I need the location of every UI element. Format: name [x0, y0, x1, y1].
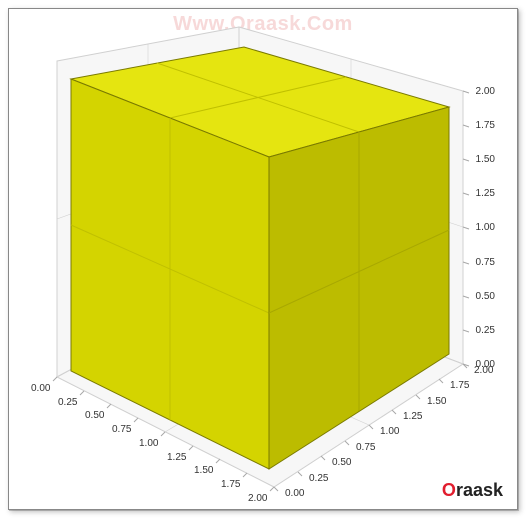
x-tick-6: 1.50 [194, 465, 213, 476]
x-tick-8: 2.00 [248, 493, 267, 504]
z-tick-7: 1.75 [476, 120, 495, 131]
x-tick-4: 1.00 [139, 438, 158, 449]
y-tick-4: 1.00 [380, 426, 399, 437]
chart-frame: Www.Oraask.Com [8, 8, 518, 510]
z-tick-2: 0.50 [476, 291, 495, 302]
cube-3d-plot [9, 9, 519, 511]
z-tick-8: 2.00 [476, 86, 495, 97]
x-tick-3: 0.75 [112, 424, 131, 435]
y-tick-1: 0.25 [309, 473, 328, 484]
brand-rest: raask [456, 480, 503, 500]
z-tick-3: 0.75 [476, 257, 495, 268]
y-tick-7: 1.75 [450, 380, 469, 391]
y-tick-8: 2.00 [474, 365, 493, 376]
y-tick-6: 1.50 [427, 396, 446, 407]
y-tick-5: 1.25 [403, 411, 422, 422]
z-tick-4: 1.00 [476, 222, 495, 233]
x-tick-2: 0.50 [85, 410, 104, 421]
x-tick-0: 0.00 [31, 383, 50, 394]
brand-logo: Oraask [442, 480, 503, 501]
z-axis-ticks [463, 91, 469, 366]
z-tick-5: 1.25 [476, 188, 495, 199]
y-tick-2: 0.50 [332, 457, 351, 468]
z-tick-1: 0.25 [476, 325, 495, 336]
y-tick-3: 0.75 [356, 442, 375, 453]
brand-accent-letter: O [442, 480, 456, 500]
y-tick-0: 0.00 [285, 488, 304, 499]
z-tick-6: 1.50 [476, 154, 495, 165]
x-tick-5: 1.25 [167, 452, 186, 463]
x-tick-7: 1.75 [221, 479, 240, 490]
x-tick-1: 0.25 [58, 397, 77, 408]
